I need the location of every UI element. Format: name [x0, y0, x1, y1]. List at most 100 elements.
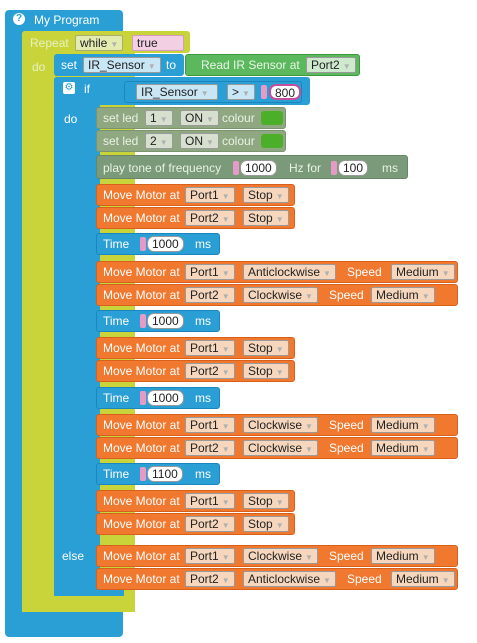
- colour-swatch[interactable]: [261, 134, 283, 148]
- motor-action-dropdown[interactable]: Stop ▼: [243, 363, 289, 379]
- chevron-down-icon: ▼: [275, 521, 284, 530]
- chevron-down-icon: ▼: [221, 368, 230, 377]
- motor-action-dropdown-value: Stop: [248, 188, 273, 202]
- motor-port-dropdown[interactable]: Port2 ▼: [185, 440, 235, 456]
- time-value-input[interactable]: 1100: [147, 466, 183, 482]
- chevron-down-icon: ▼: [159, 115, 168, 124]
- motor-port-dropdown[interactable]: Port2 ▼: [185, 571, 235, 587]
- time-value-input[interactable]: 1000: [147, 313, 184, 329]
- motor-action-dropdown[interactable]: Anticlockwise ▼: [243, 264, 336, 280]
- move-motor-block[interactable]: Move Motor at Port2 ▼ Anticlockwise ▼ Speed Me…: [96, 568, 458, 590]
- motor-action-dropdown[interactable]: Stop ▼: [243, 340, 289, 356]
- set-led-block-1[interactable]: set led 1 ▼ ON ▼ colour: [96, 107, 286, 129]
- compare-variable-dropdown[interactable]: IR_Sensor ▼: [136, 84, 218, 100]
- motor-port-dropdown[interactable]: Port1 ▼: [185, 493, 235, 509]
- motor-speed-dropdown[interactable]: Medium ▼: [371, 287, 435, 303]
- chevron-down-icon: ▼: [421, 292, 430, 301]
- motor-port-dropdown[interactable]: Port2 ▼: [185, 210, 235, 226]
- chevron-down-icon: ▼: [147, 62, 156, 71]
- help-icon[interactable]: ?: [13, 13, 25, 25]
- chevron-down-icon: ▼: [221, 292, 230, 301]
- set-led-block-2[interactable]: set led 2 ▼ ON ▼ colour: [96, 130, 286, 152]
- led-index-dropdown[interactable]: 2 ▼: [145, 133, 173, 149]
- play-tone-block[interactable]: play tone of frequency 1000 Hz for 100 m…: [96, 155, 408, 179]
- time-delay-block[interactable]: Time 1000 ms: [96, 387, 220, 409]
- colour-label: colour: [222, 134, 255, 148]
- move-motor-label: Move Motor at: [103, 288, 180, 302]
- move-motor-block[interactable]: Move Motor at Port1 ▼ Stop ▼: [96, 337, 295, 359]
- motor-port-dropdown-value: Port1: [190, 265, 219, 279]
- move-motor-block[interactable]: Move Motor at Port1 ▼ Stop ▼: [96, 184, 295, 206]
- program-title: My Program: [34, 13, 100, 27]
- motor-action-dropdown[interactable]: Stop ▼: [243, 210, 289, 226]
- speed-label: Speed: [347, 265, 382, 279]
- motor-speed-dropdown-value: Medium: [396, 572, 439, 586]
- repeat-condition-value: true: [137, 36, 158, 50]
- move-motor-label: Move Motor at: [103, 572, 180, 586]
- motor-action-dropdown[interactable]: Anticlockwise ▼: [243, 571, 336, 587]
- motor-speed-dropdown[interactable]: Medium ▼: [371, 417, 435, 433]
- time-delay-block[interactable]: Time 1100 ms: [96, 463, 220, 485]
- colour-swatch[interactable]: [261, 111, 283, 125]
- time-value-input[interactable]: 1000: [147, 236, 184, 252]
- motor-action-dropdown-value: Stop: [248, 494, 273, 508]
- chevron-down-icon: ▼: [342, 62, 351, 71]
- move-motor-block[interactable]: Move Motor at Port2 ▼ Stop ▼: [96, 513, 295, 535]
- time-value-input[interactable]: 1000: [147, 390, 184, 406]
- motor-port-dropdown[interactable]: Port1 ▼: [185, 187, 235, 203]
- number-cap: [140, 391, 146, 405]
- move-motor-block[interactable]: Move Motor at Port2 ▼ Stop ▼: [96, 207, 295, 229]
- motor-speed-dropdown[interactable]: Medium ▼: [371, 440, 435, 456]
- gear-icon[interactable]: ⚙: [63, 82, 75, 94]
- motor-port-dropdown[interactable]: Port1 ▼: [185, 548, 235, 564]
- tone-frequency-input[interactable]: 1000: [240, 160, 277, 176]
- led-state-dropdown[interactable]: ON ▼: [180, 133, 219, 149]
- compare-operator-dropdown[interactable]: > ▼: [227, 84, 255, 100]
- set-led-label: set led: [103, 111, 139, 125]
- chevron-down-icon: ▼: [421, 422, 430, 431]
- motor-speed-dropdown[interactable]: Medium ▼: [391, 571, 455, 587]
- led-state-dropdown[interactable]: ON ▼: [180, 110, 219, 126]
- motor-action-dropdown[interactable]: Clockwise ▼: [243, 287, 318, 303]
- time-delay-block[interactable]: Time 1000 ms: [96, 310, 220, 332]
- number-cap: [140, 237, 146, 251]
- move-motor-block[interactable]: Move Motor at Port2 ▼ Clockwise ▼ Speed Medium…: [96, 437, 458, 459]
- compare-operator-value: >: [232, 85, 240, 99]
- led-index-dropdown[interactable]: 1 ▼: [145, 110, 173, 126]
- time-delay-block[interactable]: Time 1000 ms: [96, 233, 220, 255]
- motor-action-dropdown[interactable]: Clockwise ▼: [243, 548, 318, 564]
- move-motor-block[interactable]: Move Motor at Port1 ▼ Anticlockwise ▼ Speed Me…: [96, 261, 458, 283]
- compare-value-input[interactable]: 800: [269, 84, 302, 100]
- motor-port-dropdown[interactable]: Port1 ▼: [185, 417, 235, 433]
- chevron-down-icon: ▼: [421, 553, 430, 562]
- motor-port-dropdown[interactable]: Port2 ▼: [185, 516, 235, 532]
- if-else-block[interactable]: [54, 77, 100, 596]
- move-motor-block[interactable]: Move Motor at Port2 ▼ Stop ▼: [96, 360, 295, 382]
- number-cap: [140, 314, 146, 328]
- ms-label: ms: [195, 237, 211, 251]
- motor-action-dropdown[interactable]: Clockwise ▼: [243, 440, 318, 456]
- chevron-down-icon: ▼: [275, 192, 284, 201]
- motor-action-dropdown[interactable]: Stop ▼: [243, 493, 289, 509]
- move-motor-block[interactable]: Move Motor at Port1 ▼ Clockwise ▼ Speed Medium…: [96, 414, 458, 436]
- motor-port-dropdown[interactable]: Port2 ▼: [185, 287, 235, 303]
- motor-speed-dropdown[interactable]: Medium ▼: [391, 264, 455, 280]
- motor-action-dropdown[interactable]: Stop ▼: [243, 516, 289, 532]
- motor-port-dropdown[interactable]: Port2 ▼: [185, 363, 235, 379]
- chevron-down-icon: ▼: [421, 445, 430, 454]
- motor-port-dropdown[interactable]: Port1 ▼: [185, 264, 235, 280]
- repeat-condition[interactable]: true: [132, 35, 184, 51]
- move-motor-block[interactable]: Move Motor at Port2 ▼ Clockwise ▼ Speed Medium…: [96, 284, 458, 306]
- tone-duration-input[interactable]: 100: [338, 160, 369, 176]
- repeat-mode-dropdown[interactable]: while ▼: [75, 35, 124, 51]
- read-port-dropdown[interactable]: Port2 ▼: [306, 57, 356, 73]
- motor-action-dropdown[interactable]: Stop ▼: [243, 187, 289, 203]
- move-motor-block[interactable]: Move Motor at Port1 ▼ Stop ▼: [96, 490, 295, 512]
- motor-port-dropdown[interactable]: Port1 ▼: [185, 340, 235, 356]
- set-variable-dropdown[interactable]: IR_Sensor ▼: [83, 57, 161, 73]
- motor-action-dropdown[interactable]: Clockwise ▼: [243, 417, 318, 433]
- chevron-down-icon: ▼: [275, 215, 284, 224]
- motor-port-dropdown-value: Port1: [190, 341, 219, 355]
- motor-speed-dropdown[interactable]: Medium ▼: [371, 548, 435, 564]
- move-motor-block[interactable]: Move Motor at Port1 ▼ Clockwise ▼ Speed Medium…: [96, 545, 458, 567]
